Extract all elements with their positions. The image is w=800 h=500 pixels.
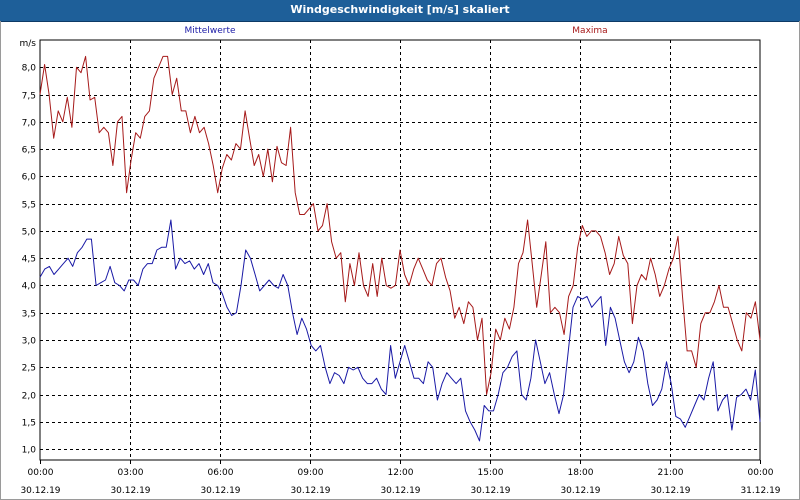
x-tick-label-date: 30.12.19 bbox=[470, 486, 510, 496]
x-tick-label-time: 21:00 bbox=[658, 468, 684, 478]
y-tick-label: 1,0 bbox=[22, 446, 37, 456]
legend-entry-1: Maxima bbox=[572, 26, 607, 36]
x-tick-label-date: 30.12.19 bbox=[290, 486, 330, 496]
x-tick-label-time: 12:00 bbox=[388, 468, 414, 478]
x-tick-label-date: 31.12.19 bbox=[740, 486, 780, 496]
x-tick-label-time: 06:00 bbox=[208, 468, 234, 478]
y-tick-label: 1,5 bbox=[22, 419, 36, 429]
y-tick-label: 3,5 bbox=[22, 310, 36, 320]
window-title: Windgeschwindigkeit [m/s] skaliert bbox=[290, 3, 510, 16]
y-tick-label: 7,0 bbox=[22, 119, 37, 129]
y-tick-label: 3,0 bbox=[22, 337, 37, 347]
x-tick-label-time: 15:00 bbox=[478, 468, 504, 478]
y-tick-label: 6,0 bbox=[22, 173, 37, 183]
y-tick-label: 4,5 bbox=[22, 255, 36, 265]
y-tick-label: 5,5 bbox=[22, 201, 36, 211]
y-tick-label: 6,5 bbox=[22, 146, 36, 156]
window-titlebar: Windgeschwindigkeit [m/s] skaliert bbox=[0, 0, 800, 22]
y-tick-label: 8,0 bbox=[22, 64, 37, 74]
y-tick-label: 5,0 bbox=[22, 228, 37, 238]
y-tick-label: 2,0 bbox=[22, 392, 37, 402]
series-line-mittelwerte bbox=[39, 219, 761, 442]
x-tick-label-date: 30.12.19 bbox=[200, 486, 240, 496]
y-tick-label: 4,0 bbox=[22, 282, 37, 292]
x-tick-label-time: 09:00 bbox=[298, 468, 324, 478]
x-tick-label-time: 18:00 bbox=[568, 468, 594, 478]
x-tick-label-date: 30.12.19 bbox=[560, 486, 600, 496]
legend-entry-0: Mittelwerte bbox=[184, 26, 235, 36]
series-line-maxima bbox=[39, 55, 761, 395]
y-tick-label: 7,5 bbox=[22, 92, 36, 102]
x-tick-label-time: 00:00 bbox=[748, 468, 774, 478]
y-tick-label: 2,5 bbox=[22, 364, 36, 374]
x-tick-label-date: 30.12.19 bbox=[110, 486, 150, 496]
x-tick-label-date: 30.12.19 bbox=[650, 486, 690, 496]
x-tick-label-date: 30.12.19 bbox=[20, 486, 60, 496]
x-tick-label-date: 30.12.19 bbox=[380, 486, 420, 496]
y-axis-label: m/s bbox=[20, 39, 37, 49]
x-tick-label-time: 00:00 bbox=[28, 468, 54, 478]
x-tick-label-time: 03:00 bbox=[118, 468, 144, 478]
